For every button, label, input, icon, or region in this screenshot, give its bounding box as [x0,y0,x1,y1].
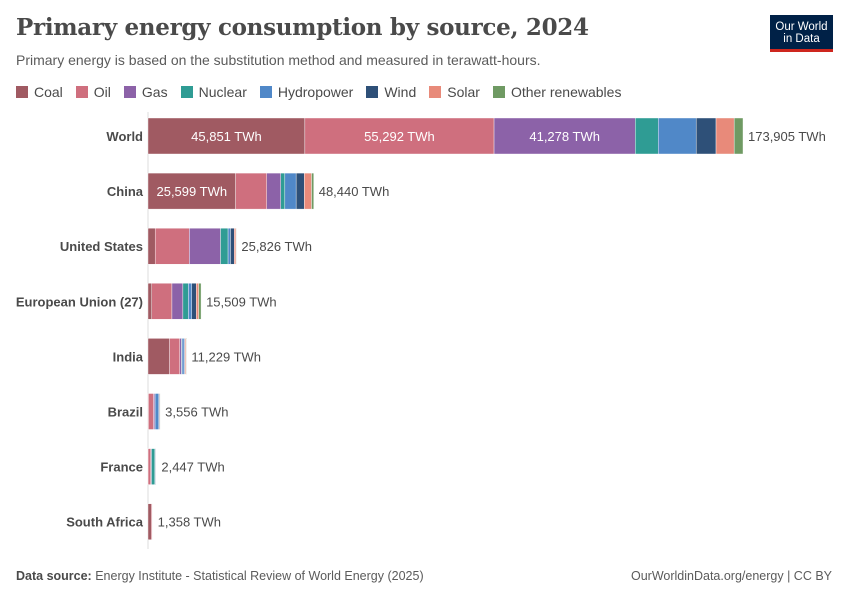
total-label: 11,229 TWh [191,349,261,364]
legend-label: Solar [447,84,480,100]
segment-label: 41,278 TWh [529,129,600,144]
bar-segment-other-renewables[interactable] [198,283,202,320]
source-link[interactable]: Energy Institute - Statistical Review of… [95,569,424,583]
category-label: United States [60,239,143,254]
bar-segment-hydropower[interactable] [188,283,192,320]
bar-segment-gas[interactable] [179,338,182,375]
category-label: China [107,184,144,199]
bar-segment-coal[interactable] [147,227,156,265]
legend-item[interactable]: Other renewables [492,84,622,100]
bar-segment-nuclear[interactable] [182,283,189,320]
bar-segment-solar[interactable] [234,227,237,265]
total-label: 2,447 TWh [161,460,224,475]
bar-segment-wind[interactable] [295,172,305,210]
legend-swatch [259,86,272,98]
bar-segment-hydropower[interactable] [658,117,697,155]
legend-label: Oil [93,84,111,100]
category-label: France [100,460,143,475]
bar-segment-gas[interactable] [189,227,221,265]
bar-segment-wind[interactable] [695,117,717,155]
legend-swatch [123,86,136,98]
legend: Coal Oil Gas Nuclear Hydropower Wind Solar Othe… [16,84,634,100]
bar-segment-hydropower[interactable] [181,338,185,375]
bar-segment-oil[interactable] [169,338,181,375]
legend-swatch [180,86,193,98]
bar-segment-coal[interactable] [147,338,170,375]
legend-item[interactable]: Wind [366,84,416,100]
legend-swatch [492,86,505,98]
total-label: 48,440 TWh [319,184,390,199]
total-label: 3,556 TWh [165,405,228,420]
data-source: Data source: Energy Institute - Statisti… [16,569,424,583]
bar-segment-nuclear[interactable] [151,448,156,485]
bar-segment-hydropower[interactable] [227,227,231,265]
total-label: 15,509 TWh [206,294,277,309]
bar-segment-hydropower[interactable] [284,172,297,210]
legend-label: Nuclear [198,84,247,100]
legend-label: Gas [141,84,168,100]
total-label: 1,358 TWh [158,515,221,530]
legend-swatch [429,86,442,98]
bar-segment-gas[interactable] [493,117,636,155]
bar-segment-solar[interactable] [304,172,312,210]
bar-segment-wind[interactable] [191,283,197,320]
legend-item[interactable]: Coal [16,84,63,100]
bar-segment-gas[interactable] [171,283,184,320]
owid-logo[interactable]: Our World in Data [770,15,833,52]
bar-segment-nuclear[interactable] [635,117,659,155]
total-label: 25,826 TWh [241,239,312,254]
legend-swatch [16,86,28,98]
bar-segment-wind[interactable] [230,227,235,265]
bar-segment-coal[interactable] [147,172,236,210]
legend-swatch [366,86,379,98]
legend-label: Coal [34,84,63,100]
bar-segment-gas[interactable] [153,393,156,430]
bar-segment-oil[interactable] [147,448,152,485]
bar-segment-hydropower[interactable] [154,393,160,430]
legend-item[interactable]: Nuclear [180,84,247,100]
segment-label: 45,851 TWh [191,129,262,144]
segment-label: 55,292 TWh [364,129,435,144]
bar-segment-other-renewables[interactable] [733,117,744,155]
legend-label: Hydropower [277,84,354,100]
legend-label: Wind [384,84,417,100]
legend-item[interactable]: Solar [429,84,480,100]
bar-segment-solar[interactable] [715,117,735,155]
bar-segment-oil[interactable] [148,393,154,430]
legend-item[interactable]: Gas [123,84,168,100]
legend-swatch [75,86,88,98]
bar-segment-oil[interactable] [151,283,173,320]
bar-segment-coal[interactable] [147,503,152,540]
bar-segment-gas[interactable] [266,172,281,210]
bar-segment-coal[interactable] [147,283,152,320]
total-label: 173,905 TWh [748,129,826,144]
bar-segment-coal[interactable] [147,117,306,155]
category-label: European Union (27) [16,294,143,309]
category-label: South Africa [66,515,144,530]
bar-segment-nuclear[interactable] [220,227,229,265]
bar-segment-other-renewables[interactable] [311,172,314,210]
chart-title: Primary energy consumption by source, 20… [16,14,589,41]
category-label: Brazil [108,405,143,420]
bar-segment-oil[interactable] [154,227,190,265]
bar-segment-solar[interactable] [196,283,199,320]
legend-item[interactable]: Oil [75,84,111,100]
chart-subtitle: Primary energy is based on the substitut… [16,52,541,68]
legend-label: Other renewables [510,84,622,100]
bar-segment-oil[interactable] [235,172,267,210]
category-label: India [113,349,144,364]
legend-item[interactable]: Hydropower [259,84,354,100]
category-label: World [106,129,143,144]
segment-label: 25,599 TWh [156,184,227,199]
bar-segment-nuclear[interactable] [280,172,286,210]
credit-link[interactable]: OurWorldinData.org/energy | CC BY [630,569,832,583]
